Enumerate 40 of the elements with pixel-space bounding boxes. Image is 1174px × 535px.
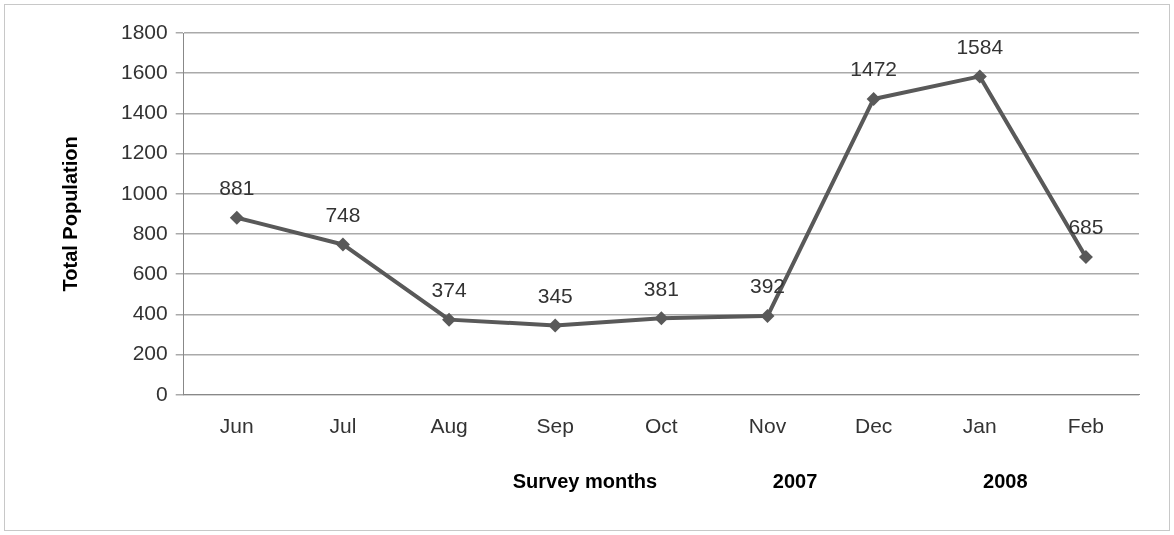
x-tick-label: Oct (645, 414, 678, 438)
point (1078, 250, 1093, 265)
x-tick-label: Aug (430, 414, 468, 438)
x-tick-label: Feb (1067, 414, 1105, 438)
x-axis-title: Survey months (512, 470, 658, 493)
y-tick-label: 1400 (121, 100, 168, 124)
point (229, 210, 244, 225)
y-tick-label: 600 (132, 261, 168, 284)
y-tick-label: 400 (132, 301, 168, 325)
y-tick-label: 1200 (121, 140, 168, 164)
y-axis-title: Total Population (58, 136, 81, 292)
y-tick-label: 200 (132, 341, 168, 365)
y-tick-label: 1000 (121, 180, 168, 204)
data-label: 374 (431, 277, 467, 301)
point (760, 309, 775, 324)
x-tick-label: Dec (854, 414, 893, 438)
data-label: 345 (537, 283, 573, 307)
point (654, 311, 669, 326)
data-label: 685 (1068, 215, 1104, 239)
x-tick-label: Nov (748, 414, 787, 438)
text: 2008 (983, 470, 1028, 493)
y-tick-label: 1800 (121, 19, 168, 43)
point (335, 237, 350, 252)
y-tick-label: 800 (132, 220, 168, 244)
data-label: 1584 (956, 34, 1004, 58)
x-tick-label: Jan (962, 414, 997, 438)
point (548, 318, 563, 333)
x-tick-label: Jul (329, 414, 357, 438)
data-label: 748 (325, 202, 361, 226)
data-label: 881 (219, 176, 255, 200)
y-tick-label: 1600 (121, 60, 168, 83)
x-tick-label: Sep (536, 414, 574, 438)
y-tick-label: 0 (156, 381, 168, 405)
data-label: 381 (643, 276, 679, 300)
data-label: 1472 (850, 57, 897, 81)
x-tick-label: Jun (219, 414, 254, 438)
point (442, 312, 457, 327)
text: 2007 (772, 470, 818, 493)
point (972, 69, 987, 84)
point (866, 91, 881, 106)
